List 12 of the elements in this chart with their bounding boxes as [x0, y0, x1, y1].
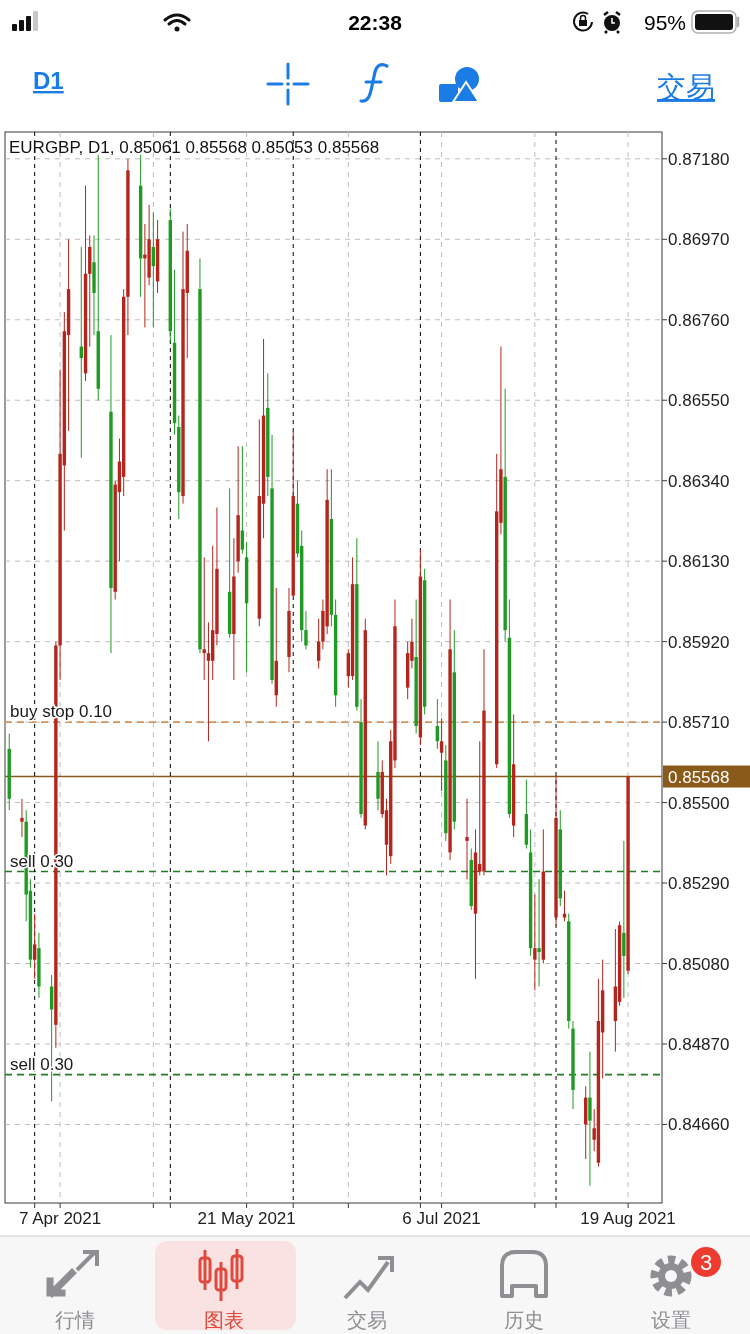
annotation: D1 [33, 67, 64, 94]
annotation: 历史 [504, 1309, 544, 1331]
ref-line-label: 0.85568 [668, 767, 730, 787]
annotation: 22:38 [348, 11, 402, 34]
annotation: 交易 [657, 71, 715, 103]
annotation: 95% [643, 11, 686, 34]
annotation: 行情 [55, 1309, 95, 1331]
annotation: 交易 [347, 1309, 387, 1331]
annotation: 设置 [651, 1309, 691, 1331]
annotation: 图表 [204, 1309, 244, 1331]
annotation: 3 [699, 1250, 713, 1275]
title: EURGBP, D1, 0.85061 0.85568 0.85053 0.85568 [9, 138, 380, 157]
